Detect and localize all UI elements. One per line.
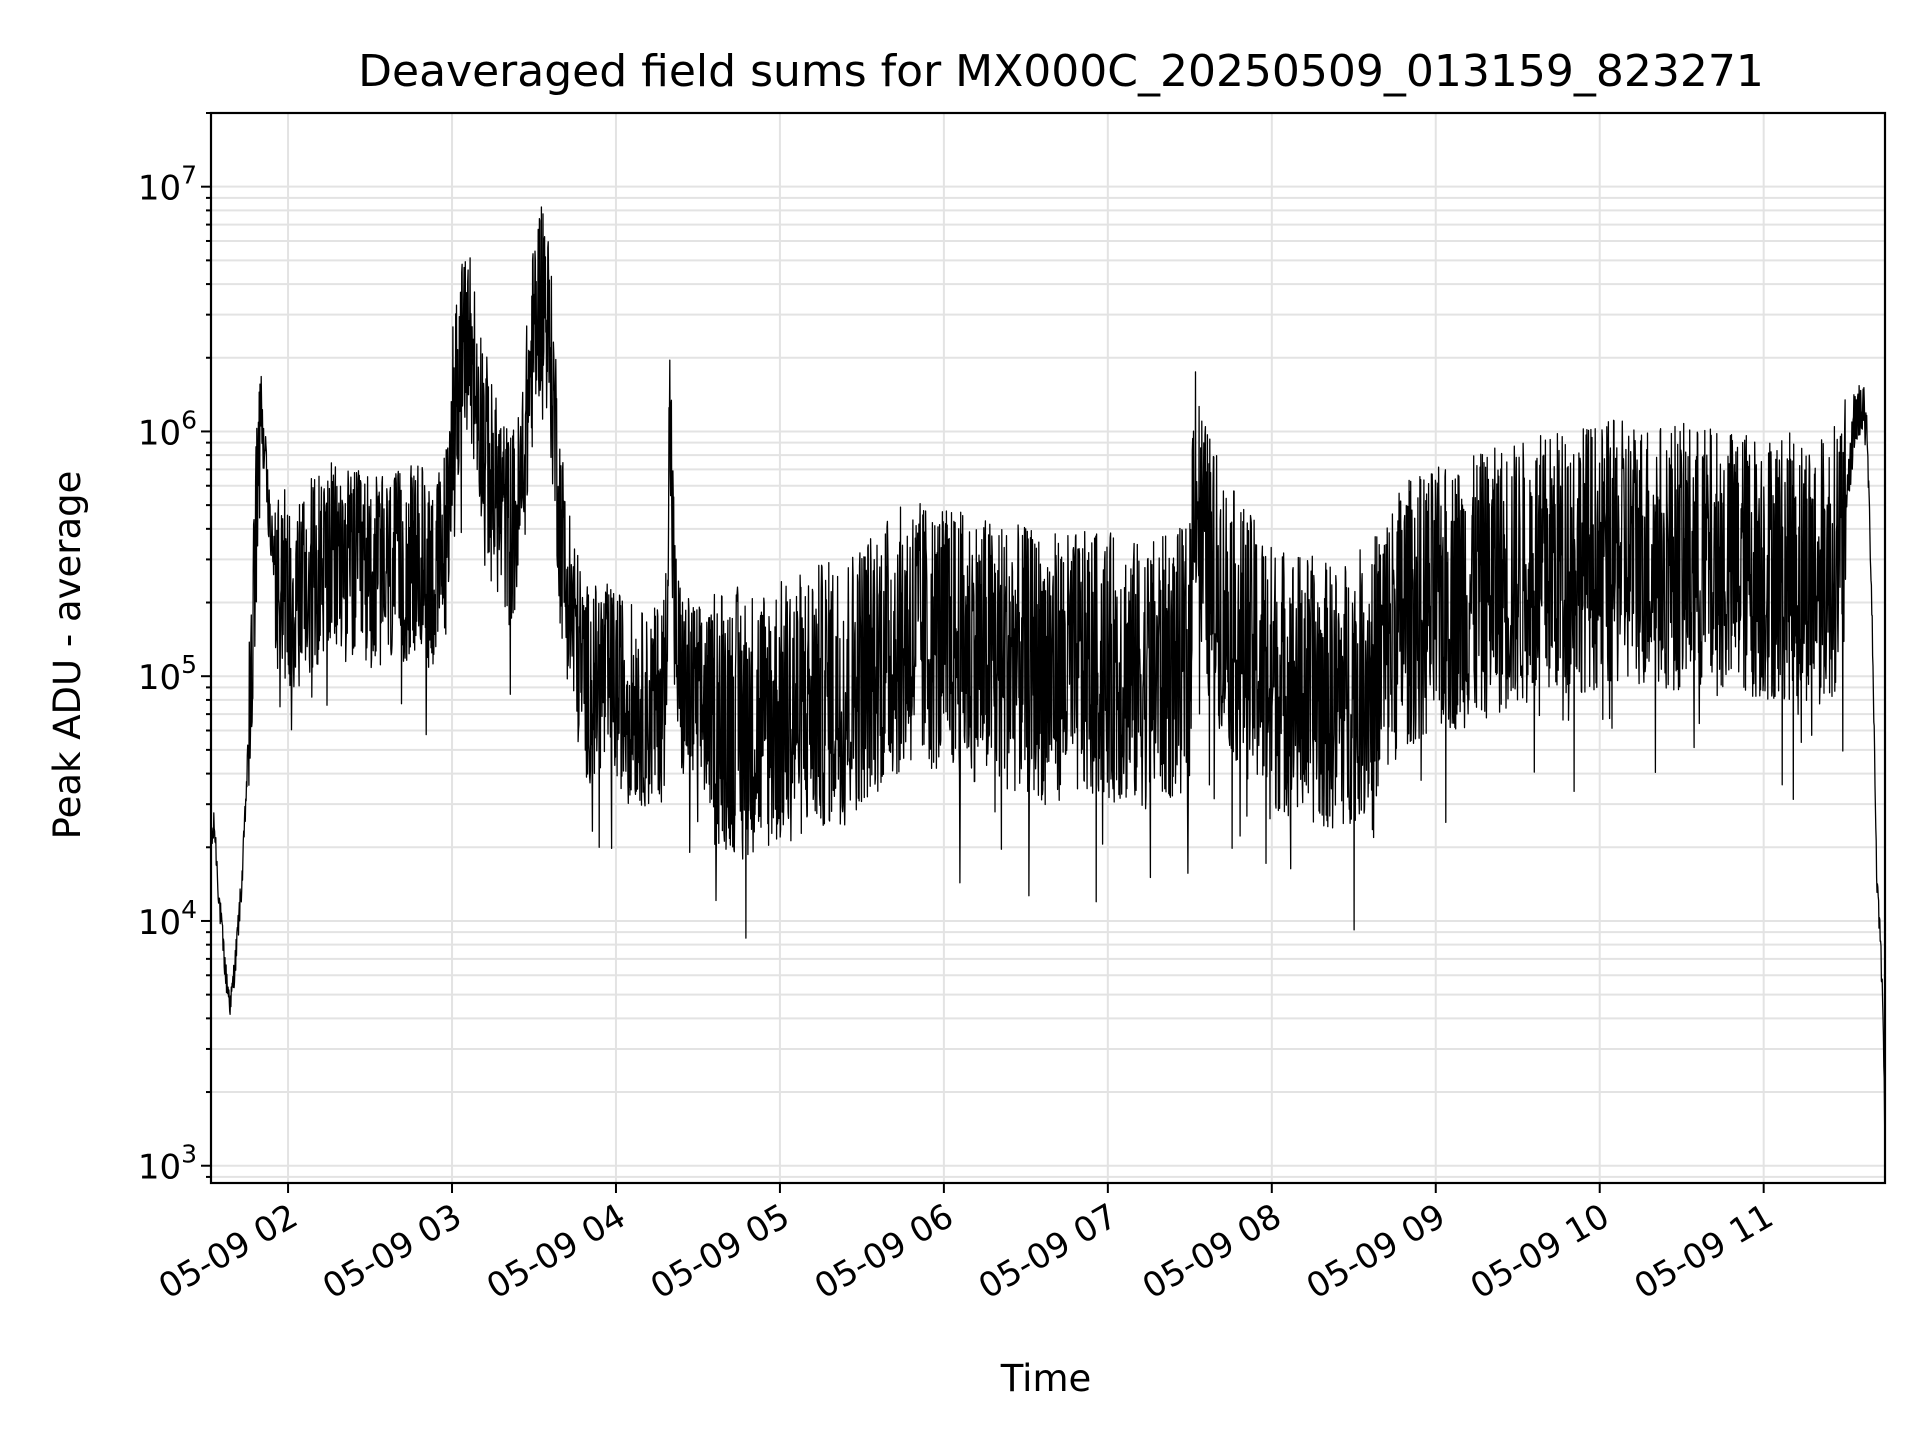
- x-axis-label: Time: [1000, 1357, 1092, 1400]
- y-tick-label: 105: [138, 650, 197, 698]
- plot-frame: [209, 111, 1887, 1185]
- chart-title: Deaveraged field sums for MX000C_2025050…: [358, 46, 1764, 97]
- series-line: [210, 206, 1886, 1160]
- grid-lines: [211, 112, 1885, 1183]
- y-tick-label: 106: [138, 405, 197, 453]
- y-axis-label: Peak ADU - average: [46, 471, 89, 840]
- y-tick-label: 107: [138, 161, 197, 209]
- y-tick-label: 103: [138, 1140, 197, 1188]
- data-series: [210, 206, 1886, 1160]
- y-axis: 103 104 105 106 107: [138, 112, 211, 1188]
- y-tick-label: 104: [138, 895, 197, 943]
